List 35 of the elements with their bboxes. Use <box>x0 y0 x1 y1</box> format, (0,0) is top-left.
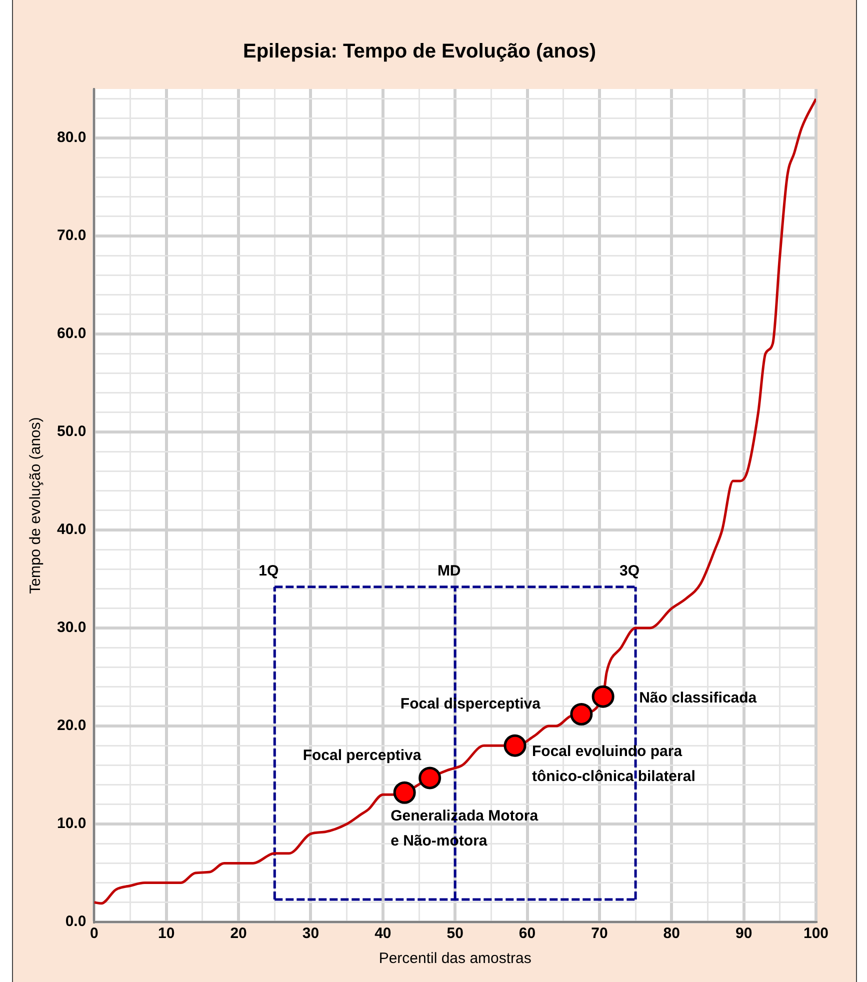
point <box>393 781 416 804</box>
x-tick-label: 70 <box>591 925 608 942</box>
x-tick-label: 40 <box>374 925 392 942</box>
x-tick-label: 30 <box>302 925 320 942</box>
y-tick-label: 80.0 <box>56 129 86 146</box>
y-tick-label: 10.0 <box>56 815 86 832</box>
x-axis-title: Percentil das amostras <box>378 950 532 968</box>
y-tick-label: 0.0 <box>65 913 86 930</box>
x-tick-label: 20 <box>230 925 247 942</box>
y-tick-label: 70.0 <box>56 227 86 244</box>
x-tick-label: 10 <box>158 925 175 942</box>
y-tick-label: 30.0 <box>56 619 86 636</box>
annotation: Focal disperceptiva <box>400 695 542 712</box>
y-tick-label: 50.0 <box>56 423 86 440</box>
annotation: Não classificada <box>639 690 758 707</box>
x-tick-label: 60 <box>518 925 536 942</box>
x-tick-label: 100 <box>803 925 829 942</box>
line-series <box>94 98 816 905</box>
point <box>418 766 442 790</box>
point <box>592 685 614 708</box>
y-tick-label: 20.0 <box>56 717 86 734</box>
point <box>570 702 593 726</box>
y-tick-label: 60.0 <box>56 325 86 342</box>
y-axis-title: Tempo de evolução (anos) <box>27 417 44 594</box>
x-tick-label: 50 <box>446 925 464 942</box>
chart-title: Epilepsia: Tempo de Evolução (anos) <box>242 40 596 63</box>
ref-line-label: 1Q <box>258 562 279 580</box>
x-tick-label: 0 <box>90 925 98 942</box>
annotation: Focal perceptiva <box>302 747 422 764</box>
point <box>504 734 526 757</box>
x-tick-label: 90 <box>735 925 752 942</box>
ref-line-label: 3Q <box>620 562 640 580</box>
ref-line-label: MD <box>437 562 461 580</box>
y-tick-label: 40.0 <box>56 521 86 538</box>
x-tick-label: 80 <box>663 925 680 942</box>
